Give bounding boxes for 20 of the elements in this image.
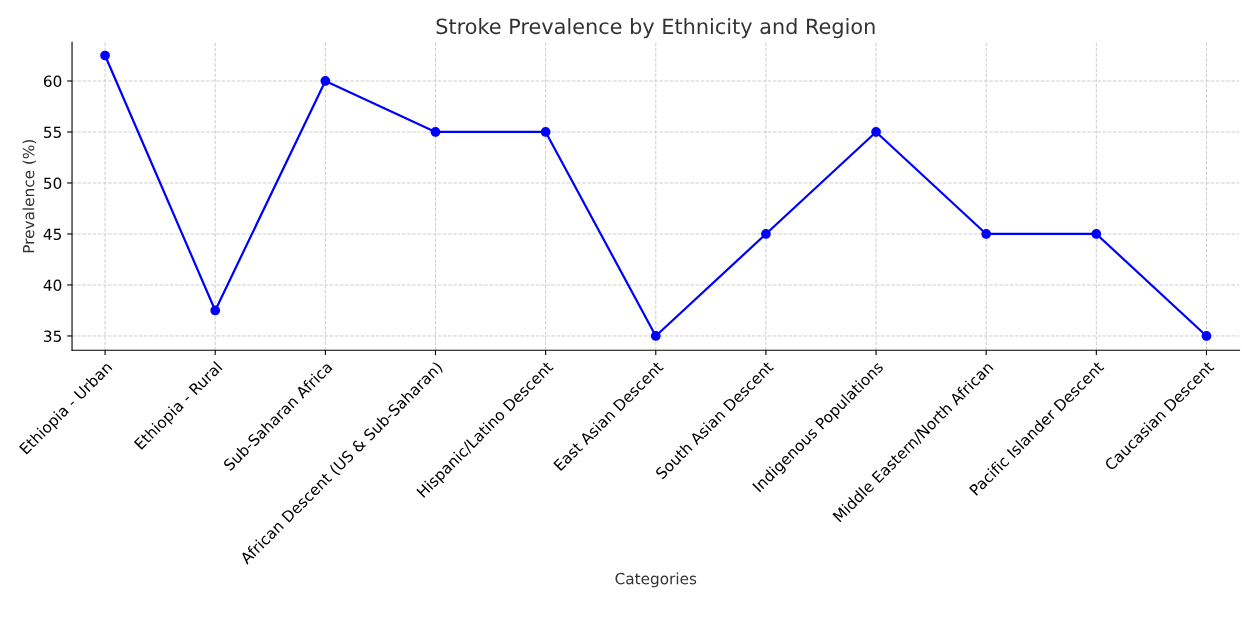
point (650, 331, 661, 341)
point (1201, 331, 1212, 341)
point (981, 229, 992, 239)
y-tick-label: 60 (43, 75, 62, 88)
y-tick-label: 50 (44, 177, 62, 189)
point (100, 50, 110, 61)
point (1091, 229, 1102, 239)
y-tick-label: 40 (43, 279, 62, 291)
point (320, 76, 331, 86)
x-axis-title: Categories (615, 572, 697, 588)
point (430, 127, 441, 137)
point (210, 305, 221, 316)
y-axis-title: Prevalence (%) (22, 140, 37, 253)
y-tick-label: 55 (44, 126, 61, 138)
y-tick-label: 45 (43, 228, 61, 240)
y-tick-label: 35 (44, 330, 61, 342)
point (540, 127, 551, 137)
point (871, 127, 881, 137)
point (761, 229, 771, 239)
chart-title: Stroke Prevalence by Ethnicity and Region (436, 18, 875, 39)
